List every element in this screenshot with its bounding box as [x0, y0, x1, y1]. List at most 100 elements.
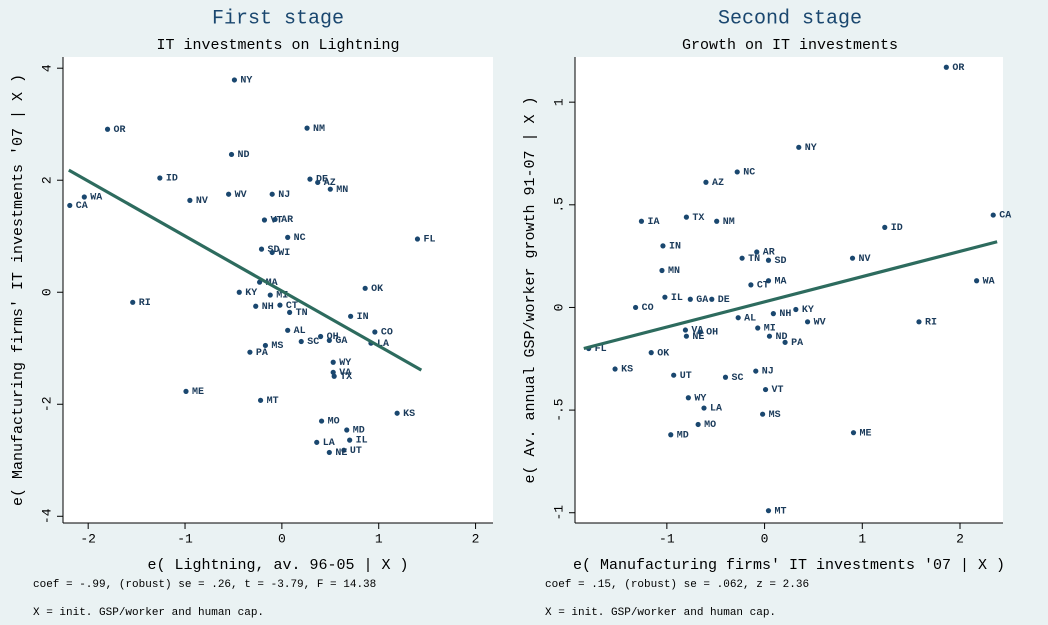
data-point: [348, 313, 354, 319]
data-point: [315, 179, 321, 186]
point-label: DE: [316, 175, 328, 186]
data-point: [685, 395, 691, 401]
point-label: NY: [240, 76, 252, 87]
data-point: [916, 319, 922, 325]
data-point: [261, 217, 268, 223]
data-point: [701, 405, 707, 411]
x-tick-label: -2: [80, 531, 96, 546]
point-label: MD: [677, 430, 689, 441]
point-label: TN: [748, 254, 760, 265]
data-point: [183, 388, 189, 394]
point-label: GA: [335, 336, 347, 347]
point-label: GA: [696, 295, 708, 306]
point-label: CA: [76, 201, 88, 212]
data-point: [943, 64, 949, 70]
point-label: UT: [350, 446, 362, 457]
data-point: [974, 278, 980, 284]
data-point: [272, 216, 278, 223]
point-label: IL: [356, 436, 368, 447]
point-label: RI: [139, 298, 151, 309]
data-point: [793, 306, 799, 313]
point-label: SD: [268, 245, 280, 256]
point-label: NV: [196, 196, 208, 207]
data-point: [318, 418, 325, 424]
data-point: [344, 427, 350, 433]
data-point: [662, 294, 668, 300]
point-label: NC: [743, 168, 755, 179]
point-label: CT: [286, 301, 298, 312]
data-point: [307, 176, 313, 182]
data-point: [236, 289, 242, 295]
x-tick-label: 2: [956, 531, 964, 546]
point-label: WY: [339, 358, 351, 369]
y-tick-label: 1: [551, 98, 566, 106]
data-point: [748, 282, 754, 288]
supertitle: Second stage: [718, 7, 862, 30]
data-point: [347, 437, 353, 443]
data-point: [734, 169, 740, 175]
data-point: [755, 325, 761, 331]
point-label: WA: [90, 193, 102, 204]
data-point: [754, 249, 760, 255]
point-label: KY: [245, 288, 257, 299]
data-point: [285, 234, 291, 240]
point-label: OH: [706, 328, 718, 339]
point-label: PA: [256, 348, 268, 359]
data-point: [739, 255, 745, 261]
data-point: [703, 179, 709, 185]
data-point: [314, 439, 320, 445]
data-point: [765, 257, 772, 263]
point-label: MT: [774, 506, 786, 517]
point-label: MD: [353, 426, 365, 437]
data-point: [253, 303, 259, 309]
x-axis-label: e( Manufacturing firms' IT investments '…: [573, 557, 1005, 574]
y-tick-label: 0: [39, 288, 54, 296]
data-point: [326, 337, 332, 344]
point-label: NH: [262, 302, 274, 313]
point-label: SC: [307, 337, 319, 348]
y-tick-label: -.5: [551, 398, 566, 421]
y-tick-label: -4: [39, 508, 54, 524]
y-tick-label: .5: [551, 197, 566, 213]
point-label: LA: [323, 438, 335, 449]
data-point: [187, 197, 193, 203]
data-point: [326, 449, 332, 456]
point-label: NH: [779, 309, 791, 320]
point-label: AL: [744, 313, 756, 324]
point-label: CT: [757, 281, 769, 292]
data-point: [850, 430, 857, 436]
chart-title: Growth on IT investments: [682, 37, 898, 54]
y-axis-label: e( Manufacturing firms' IT investments '…: [10, 74, 27, 506]
point-label: ME: [859, 428, 871, 439]
point-label: OK: [371, 284, 383, 295]
x-tick-label: 1: [375, 531, 383, 546]
point-label: ID: [891, 223, 903, 234]
data-point: [683, 214, 689, 220]
point-label: SD: [774, 256, 786, 267]
data-point: [668, 432, 674, 438]
data-point: [660, 243, 666, 249]
data-point: [67, 202, 73, 209]
point-label: IL: [671, 293, 683, 304]
point-label: AR: [763, 248, 775, 259]
point-label: MO: [328, 417, 340, 428]
point-label: KY: [802, 305, 814, 316]
note: X = init. GSP/worker and human cap.: [33, 607, 264, 619]
point-label: MN: [336, 185, 348, 196]
point-label: NY: [805, 143, 817, 154]
data-point: [269, 249, 275, 256]
point-label: DE: [718, 295, 730, 306]
point-label: AZ: [712, 178, 724, 189]
point-label: FL: [423, 235, 435, 246]
data-point: [331, 373, 337, 379]
data-point: [258, 246, 265, 252]
point-label: VA: [339, 368, 351, 379]
y-tick-label: -2: [39, 396, 54, 412]
point-label: ND: [238, 150, 250, 161]
point-label: TN: [296, 308, 308, 319]
x-axis-label: e( Lightning, av. 96-05 | X ): [147, 557, 408, 574]
point-label: LA: [710, 404, 722, 415]
point-label: ND: [775, 332, 787, 343]
point-label: MS: [271, 341, 283, 352]
data-point: [990, 212, 996, 218]
